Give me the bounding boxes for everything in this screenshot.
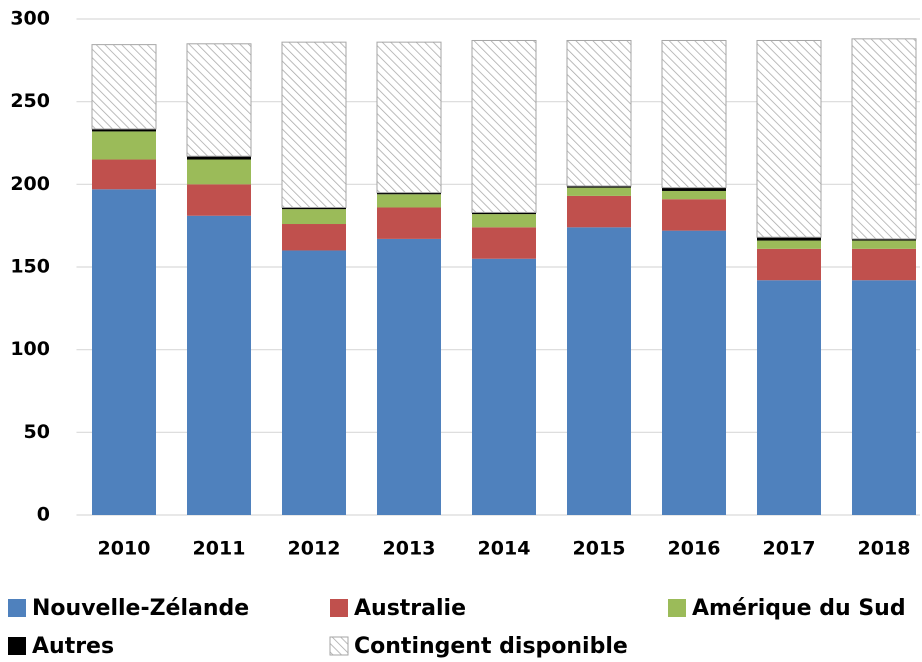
bar-segment [852, 280, 916, 515]
bar-segment [377, 238, 441, 516]
bar-segment [852, 248, 916, 281]
bar-segment [377, 207, 441, 239]
y-tick-label: 100 [10, 338, 50, 360]
bar-segment [187, 159, 251, 185]
bar-segment [91, 44, 157, 130]
bar-segment [662, 190, 726, 200]
bar-segment [187, 156, 251, 160]
bar-segment [92, 128, 156, 132]
y-tick-label: 250 [10, 90, 50, 112]
bar-segment [757, 240, 821, 249]
x-tick-label: 2017 [763, 538, 816, 560]
legend-swatch [330, 599, 348, 617]
x-tick-label: 2011 [193, 538, 246, 560]
bar-segment [92, 159, 156, 190]
y-tick-label: 300 [10, 8, 50, 30]
bar-segment [282, 207, 346, 210]
bar-segment [472, 212, 536, 215]
legend-swatch [8, 637, 26, 655]
bar-segment [757, 280, 821, 515]
bar-segment [662, 230, 726, 516]
x-tick-label: 2018 [858, 538, 911, 560]
bar-segment [852, 238, 916, 241]
bar-segment [376, 41, 442, 194]
y-tick-label: 200 [10, 173, 50, 195]
bar-segment [662, 199, 726, 231]
bar-segment [567, 227, 631, 515]
bar-segment [187, 184, 251, 216]
bar-segment [92, 131, 156, 160]
legend-label: Australie [354, 596, 466, 621]
x-tick-label: 2015 [573, 538, 626, 560]
bar-segment [187, 215, 251, 515]
bar-segment [472, 258, 536, 515]
legend-swatch [8, 599, 26, 617]
bar-segment [472, 227, 536, 259]
bar-segment [472, 214, 536, 228]
legend-label: Contingent disponible [354, 634, 628, 659]
legend-swatch [329, 636, 349, 656]
x-tick-label: 2013 [383, 538, 436, 560]
bar-segment [852, 240, 916, 249]
bar-segment [282, 209, 346, 225]
bar-segment [471, 39, 537, 213]
x-tick-label: 2016 [668, 538, 721, 560]
bar-segment [186, 43, 252, 157]
x-tick-label: 2010 [98, 538, 151, 560]
bar-segment [756, 39, 822, 238]
y-tick-label: 0 [37, 504, 50, 526]
bar-segment [757, 248, 821, 281]
bar-segment [377, 194, 441, 208]
y-tick-label: 50 [24, 421, 50, 443]
bar-segment [567, 195, 631, 228]
legend-label: Amérique du Sud [692, 596, 906, 621]
bar-segment [567, 185, 631, 188]
legend-label: Autres [32, 634, 114, 659]
legend-swatch [668, 599, 686, 617]
bar-segment [661, 39, 727, 189]
bar-segment [567, 187, 631, 196]
bar-segment [281, 41, 347, 208]
x-tick-label: 2014 [478, 538, 531, 560]
y-tick-label: 150 [10, 256, 50, 278]
x-tick-label: 2012 [288, 538, 341, 560]
bar-segment [851, 38, 917, 240]
bar-segment [662, 187, 726, 191]
bar-segment [757, 237, 821, 241]
bar-segment [377, 192, 441, 195]
legend-label: Nouvelle-Zélande [32, 596, 249, 621]
bar-segment [92, 189, 156, 515]
bar-segment [282, 250, 346, 515]
bar-segment [566, 39, 632, 187]
bar-segment [282, 224, 346, 251]
